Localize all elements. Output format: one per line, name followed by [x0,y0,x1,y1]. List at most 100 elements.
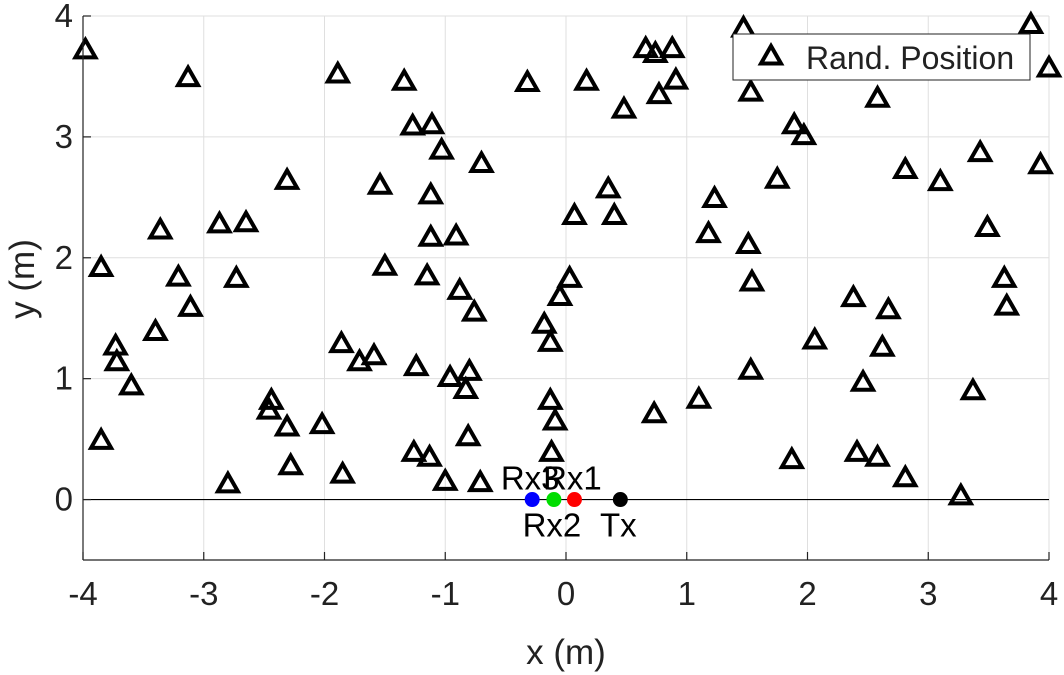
y-tick-label: 2 [55,239,73,276]
data-point-triangle [546,282,574,306]
data-point-triangle [400,438,428,462]
data-point-triangle [214,469,242,494]
data-point-triangle [329,460,357,484]
data-point-triangle [399,111,427,136]
axes [82,15,1050,561]
point-label-rx2: Rx2 [523,507,582,544]
x-tick-label: 2 [798,575,816,612]
data-point-triangle [801,325,829,350]
data-point-triangle [926,167,954,192]
data-point-rx3 [524,492,540,508]
data-point-triangle [541,406,569,431]
data-point-triangle [891,463,919,488]
x-tick-label: -2 [310,575,339,612]
data-point-triangle [1027,150,1054,175]
x-tick-label: 0 [557,575,575,612]
data-point-triangle [645,80,673,105]
data-point-triangle [641,39,669,63]
data-point-triangle [174,63,202,88]
data-point-triangle [446,276,474,300]
legend-box [732,33,1031,81]
data-point-triangle [360,341,388,366]
data-point-triangle [868,333,896,357]
data-point-triangle [573,67,600,91]
data-point-triangle [790,121,818,146]
data-point-triangle [685,385,713,409]
data-point-triangle [442,221,470,246]
data-point-tx [612,492,628,508]
data-point-triangle [695,219,722,244]
data-point-triangle [277,451,305,476]
data-point-triangle [1035,53,1063,78]
data-point-triangle [737,78,765,102]
data-markers [71,10,1063,508]
point-labels: Rx3 Rx2 Rx1 Tx [501,460,637,544]
point-label-rx3: Rx3 [501,460,560,497]
data-point-triangle [780,110,808,135]
data-point-triangle [273,166,301,190]
x-axis-title: x (m) [526,633,606,672]
data-point-triangle [990,264,1018,288]
data-point-triangle [177,293,204,317]
data-point-triangle [763,165,791,189]
data-point-triangle [737,356,765,380]
x-tick-label: 3 [919,575,937,612]
data-point-triangle [417,180,445,205]
data-point-triangle [371,252,399,276]
data-point-triangle [142,317,169,342]
y-tick-label: 1 [55,360,73,397]
data-point-triangle [436,363,464,387]
legend-triangle-icon [757,41,785,66]
data-point-triangle [640,399,668,424]
data-point-triangle [103,347,131,372]
data-point-triangle [146,215,174,240]
legend-marker-triangle-icon [757,41,785,66]
data-point-triangle [600,201,628,225]
data-point-rx2 [546,492,562,508]
y-tick-label: 3 [55,118,73,155]
data-point-triangle [864,443,891,467]
data-point-triangle [460,298,488,322]
data-point-triangle [610,95,638,119]
data-point-triangle [662,66,690,90]
data-point-triangle [891,155,919,180]
data-point-triangle [530,310,558,334]
data-point-triangle [164,263,192,287]
data-point-triangle [973,213,1001,238]
data-point-triangle [632,34,660,59]
data-point-triangle [466,468,494,493]
data-point-triangle [418,110,446,135]
data-point-triangle [402,352,430,377]
data-point-triangle [1017,10,1045,34]
data-point-triangle [413,261,441,286]
data-point-triangle [843,438,871,462]
data-point-triangle [206,209,233,234]
data-point-triangle [366,171,394,195]
x-tick-label: -3 [189,575,218,612]
data-point-triangle [839,283,867,308]
data-point-triangle [556,264,584,288]
data-point-triangle [428,136,456,160]
data-point-triangle [594,174,622,199]
data-point-triangle [538,438,565,462]
legend: Rand. Position [732,33,1031,81]
point-label-rx1: Rx1 [543,460,602,497]
x-tick-label: 4 [1040,575,1058,612]
data-point-triangle [730,14,757,38]
data-point-triangle [255,396,283,420]
data-point-triangle [416,443,443,467]
data-point-triangle [701,184,728,209]
data-point-triangle [734,230,762,254]
data-point-triangle [87,426,115,450]
y-tick-label: 4 [55,0,73,34]
data-point-triangle [454,422,482,447]
data-point-triangle [561,201,588,225]
data-point-triangle [87,253,115,277]
data-point-triangle [273,412,301,437]
data-point-triangle [947,481,975,506]
data-point-triangle [417,223,445,247]
data-point-triangle [849,368,877,392]
data-point-triangle [324,59,352,84]
legend-entry-label: Rand. Position [806,40,1014,76]
